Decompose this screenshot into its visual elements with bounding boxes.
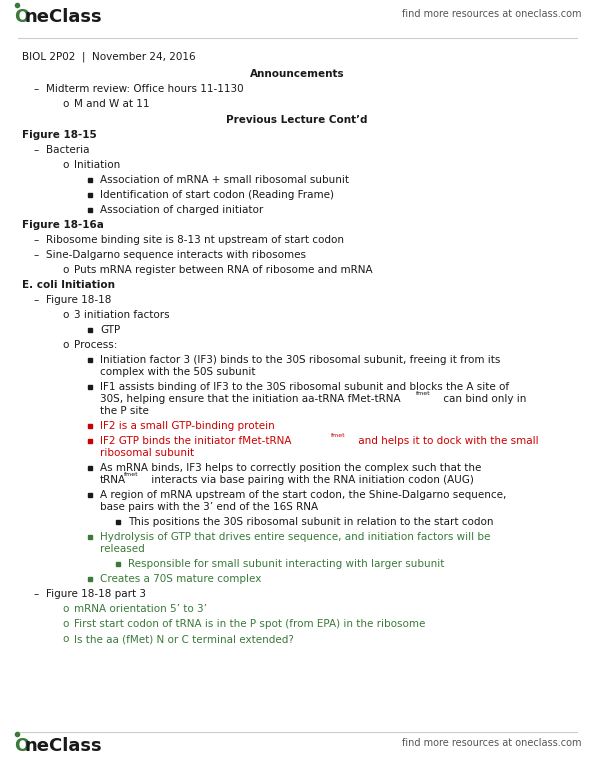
Text: mRNA orientation 5’ to 3’: mRNA orientation 5’ to 3’ <box>74 604 207 614</box>
Text: O: O <box>14 8 29 26</box>
Text: O: O <box>14 737 29 755</box>
Text: the P site: the P site <box>100 406 149 416</box>
Text: A region of mRNA upstream of the start codon, the Shine-Dalgarno sequence,: A region of mRNA upstream of the start c… <box>100 490 506 500</box>
Text: Figure 18-15: Figure 18-15 <box>22 130 97 140</box>
Text: can bind only in: can bind only in <box>440 394 527 404</box>
Text: Responsible for small subunit interacting with larger subunit: Responsible for small subunit interactin… <box>128 559 444 569</box>
Text: fmet: fmet <box>124 472 139 477</box>
Text: Initiation: Initiation <box>74 160 120 170</box>
Text: ribosomal subunit: ribosomal subunit <box>100 448 194 458</box>
Text: Midterm review: Office hours 11-1130: Midterm review: Office hours 11-1130 <box>46 84 243 94</box>
Text: –: – <box>34 250 39 260</box>
Text: o: o <box>62 160 68 170</box>
Text: GTP: GTP <box>100 325 120 335</box>
Text: and helps it to dock with the small: and helps it to dock with the small <box>355 436 538 446</box>
Text: interacts via base pairing with the RNA initiation codon (AUG): interacts via base pairing with the RNA … <box>148 475 474 485</box>
Text: o: o <box>62 310 68 320</box>
Text: IF2 is a small GTP-binding protein: IF2 is a small GTP-binding protein <box>100 421 275 431</box>
Text: Initiation factor 3 (IF3) binds to the 30S ribosomal subunit, freeing it from it: Initiation factor 3 (IF3) binds to the 3… <box>100 355 500 365</box>
Text: –: – <box>34 84 39 94</box>
Text: –: – <box>34 295 39 305</box>
Text: Figure 18-18: Figure 18-18 <box>46 295 111 305</box>
Text: Announcements: Announcements <box>250 69 345 79</box>
Text: Is the aa (fMet) N or C terminal extended?: Is the aa (fMet) N or C terminal extende… <box>74 634 294 644</box>
Text: neClass: neClass <box>25 737 102 755</box>
Text: o: o <box>62 340 68 350</box>
Text: This positions the 30S ribosomal subunit in relation to the start codon: This positions the 30S ribosomal subunit… <box>128 517 493 527</box>
Text: IF2 GTP binds the initiator fMet-tRNA: IF2 GTP binds the initiator fMet-tRNA <box>100 436 292 446</box>
Text: Association of charged initiator: Association of charged initiator <box>100 205 263 215</box>
Text: find more resources at oneclass.com: find more resources at oneclass.com <box>402 9 581 19</box>
Text: IF1 assists binding of IF3 to the 30S ribosomal subunit and blocks the A site of: IF1 assists binding of IF3 to the 30S ri… <box>100 382 509 392</box>
Text: E. coli Initiation: E. coli Initiation <box>22 280 115 290</box>
Text: complex with the 50S subunit: complex with the 50S subunit <box>100 367 255 377</box>
Text: –: – <box>34 589 39 599</box>
Text: o: o <box>62 634 68 644</box>
Text: Sine-Dalgarno sequence interacts with ribosomes: Sine-Dalgarno sequence interacts with ri… <box>46 250 306 260</box>
Text: 30S, helping ensure that the initiation aa-tRNA fMet-tRNA: 30S, helping ensure that the initiation … <box>100 394 400 404</box>
Text: o: o <box>62 619 68 629</box>
Text: fmet: fmet <box>331 433 346 438</box>
Text: Bacteria: Bacteria <box>46 145 89 155</box>
Text: Hydrolysis of GTP that drives entire sequence, and initiation factors will be: Hydrolysis of GTP that drives entire seq… <box>100 532 490 542</box>
Text: Association of mRNA + small ribosomal subunit: Association of mRNA + small ribosomal su… <box>100 175 349 185</box>
Text: M and W at 11: M and W at 11 <box>74 99 149 109</box>
Text: First start codon of tRNA is in the P spot (from EPA) in the ribosome: First start codon of tRNA is in the P sp… <box>74 619 425 629</box>
Text: Creates a 70S mature complex: Creates a 70S mature complex <box>100 574 261 584</box>
Text: Figure 18-18 part 3: Figure 18-18 part 3 <box>46 589 146 599</box>
Text: 3 initiation factors: 3 initiation factors <box>74 310 170 320</box>
Text: o: o <box>62 604 68 614</box>
Text: fmet: fmet <box>416 391 431 396</box>
Text: BIOL 2P02  |  November 24, 2016: BIOL 2P02 | November 24, 2016 <box>22 52 196 62</box>
Text: neClass: neClass <box>25 8 102 26</box>
Text: Puts mRNA register between RNA of ribosome and mRNA: Puts mRNA register between RNA of riboso… <box>74 265 372 275</box>
Text: Ribosome binding site is 8-13 nt upstream of start codon: Ribosome binding site is 8-13 nt upstrea… <box>46 235 344 245</box>
Text: –: – <box>34 145 39 155</box>
Text: Figure 18-16a: Figure 18-16a <box>22 220 104 230</box>
Text: o: o <box>62 265 68 275</box>
Text: Previous Lecture Cont’d: Previous Lecture Cont’d <box>226 115 368 125</box>
Text: find more resources at oneclass.com: find more resources at oneclass.com <box>402 738 581 748</box>
Text: tRNA: tRNA <box>100 475 126 485</box>
Text: base pairs with the 3’ end of the 16S RNA: base pairs with the 3’ end of the 16S RN… <box>100 502 318 512</box>
Text: Process:: Process: <box>74 340 117 350</box>
Text: –: – <box>34 235 39 245</box>
Text: released: released <box>100 544 145 554</box>
Text: o: o <box>62 99 68 109</box>
Text: As mRNA binds, IF3 helps to correctly position the complex such that the: As mRNA binds, IF3 helps to correctly po… <box>100 463 481 473</box>
Text: Identification of start codon (Reading Frame): Identification of start codon (Reading F… <box>100 190 334 200</box>
